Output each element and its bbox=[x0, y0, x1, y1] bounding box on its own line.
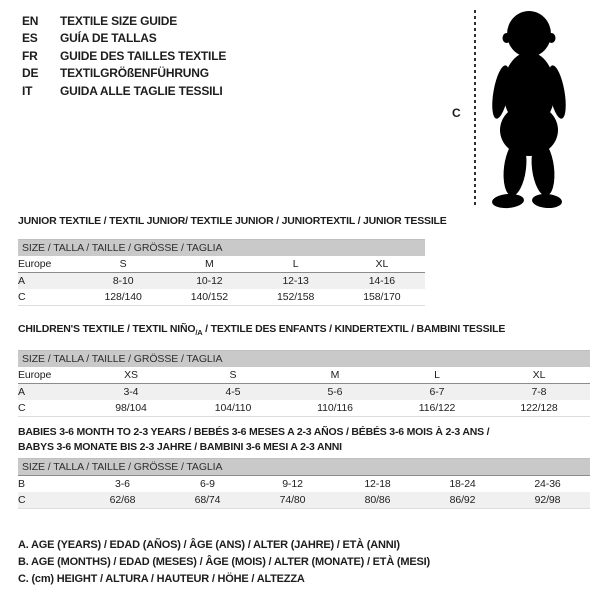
size-value-cell: 92/98 bbox=[505, 492, 590, 509]
size-value-cell: 74/80 bbox=[250, 492, 335, 509]
size-header-cell: SIZE / TALLA / TAILLE / GRÖSSE / TAGLIA bbox=[18, 458, 590, 476]
size-value-cell: 3-4 bbox=[80, 383, 182, 400]
lang-title: GUIDA ALLE TAGLIE TESSILI bbox=[60, 83, 223, 98]
children-table-title: CHILDREN'S TEXTILE / TEXTIL NIÑO/A / TEX… bbox=[18, 322, 590, 340]
size-value-cell: S bbox=[80, 256, 167, 273]
footnote-height-cm: C. (cm) HEIGHT / ALTURA / HAUTEUR / HÖHE… bbox=[18, 573, 305, 585]
size-value-cell: 86/92 bbox=[420, 492, 505, 509]
lang-code: EN bbox=[22, 13, 39, 28]
lang-code: FR bbox=[22, 48, 38, 63]
junior-table-title: JUNIOR TEXTILE / TEXTIL JUNIOR/ TEXTILE … bbox=[18, 214, 447, 229]
lang-code: ES bbox=[22, 31, 38, 46]
size-value-cell: 122/128 bbox=[488, 400, 590, 417]
table-title-line: BABYS 3-6 MONATE BIS 2-3 JAHRE / BAMBINI… bbox=[18, 441, 342, 453]
size-value-cell: L bbox=[386, 367, 488, 384]
row-label-cell: C bbox=[18, 492, 80, 509]
children-size-table: SIZE / TALLA / TAILLE / GRÖSSE / TAGLIA E… bbox=[18, 350, 590, 417]
babies-table-title: BABIES 3-6 MONTH TO 2-3 YEARS / BEBÉS 3-… bbox=[18, 425, 590, 455]
lang-title: TEXTILE SIZE GUIDE bbox=[60, 13, 178, 28]
toddler-silhouette-image bbox=[492, 11, 566, 209]
size-value-cell: 10-12 bbox=[166, 272, 253, 289]
row-label-cell: C bbox=[18, 289, 80, 306]
row-label-cell: Europe bbox=[18, 256, 80, 273]
footnote-age-months: B. AGE (MONTHS) / EDAD (MESES) / ÂGE (MO… bbox=[18, 556, 430, 568]
size-value-cell: XL bbox=[338, 256, 425, 273]
size-value-cell: 62/68 bbox=[80, 492, 165, 509]
size-value-cell: M bbox=[284, 367, 386, 384]
size-value-cell: 7-8 bbox=[488, 383, 590, 400]
lang-row-en: EN TEXTILE SIZE GUIDE bbox=[22, 12, 226, 30]
size-value-cell: 6-7 bbox=[386, 383, 488, 400]
size-value-cell: XL bbox=[488, 367, 590, 384]
row-label-cell: C bbox=[18, 400, 80, 417]
lang-row-es: ES GUÍA DE TALLAS bbox=[22, 30, 226, 48]
size-value-cell: 14-16 bbox=[338, 272, 425, 289]
lang-row-de: DE TEXTILGRÖßENFÜHRUNG bbox=[22, 65, 226, 83]
lang-row-it: IT GUIDA ALLE TAGLIE TESSILI bbox=[22, 82, 226, 100]
table-title-line: BABIES 3-6 MONTH TO 2-3 YEARS / BEBÉS 3-… bbox=[18, 426, 490, 438]
table-row-a: A 3-4 4-5 5-6 6-7 7-8 bbox=[18, 383, 590, 400]
height-measure-dashed-line bbox=[474, 10, 476, 208]
children-size-table-section: CHILDREN'S TEXTILE / TEXTIL NIÑO/A / TEX… bbox=[18, 322, 590, 417]
size-header-cell: SIZE / TALLA / TAILLE / GRÖSSE / TAGLIA bbox=[18, 350, 590, 367]
lang-row-fr: FR GUIDE DES TAILLES TEXTILE bbox=[22, 47, 226, 65]
size-header-row: SIZE / TALLA / TAILLE / GRÖSSE / TAGLIA bbox=[18, 239, 425, 256]
size-value-cell: 158/170 bbox=[338, 289, 425, 306]
size-value-cell: 116/122 bbox=[386, 400, 488, 417]
size-value-cell: 104/110 bbox=[182, 400, 284, 417]
size-header-row: SIZE / TALLA / TAILLE / GRÖSSE / TAGLIA bbox=[18, 458, 590, 476]
size-value-cell: L bbox=[252, 256, 339, 273]
lang-title: GUÍA DE TALLAS bbox=[60, 31, 157, 46]
table-row-europe: Europe S M L XL bbox=[18, 256, 425, 273]
lang-title: TEXTILGRÖßENFÜHRUNG bbox=[60, 66, 209, 81]
lang-code: DE bbox=[22, 66, 39, 81]
size-value-cell: M bbox=[166, 256, 253, 273]
size-value-cell: 18-24 bbox=[449, 478, 476, 490]
size-value-cell: 8-10 bbox=[80, 272, 167, 289]
table-title-line: CHILDREN'S TEXTILE / TEXTIL NIÑO/A / TEX… bbox=[18, 323, 506, 338]
size-value-cell: S bbox=[182, 367, 284, 384]
babies-size-table: SIZE / TALLA / TAILLE / GRÖSSE / TAGLIA B… bbox=[18, 458, 590, 509]
size-value-cell: 128/140 bbox=[80, 289, 167, 306]
size-value-cell: 5-6 bbox=[284, 383, 386, 400]
lang-title: GUIDE DES TAILLES TEXTILE bbox=[60, 48, 227, 63]
junior-size-table: SIZE / TALLA / TAILLE / GRÖSSE / TAGLIA E… bbox=[18, 239, 425, 306]
table-row-europe: Europe XS S M L XL bbox=[18, 367, 590, 384]
size-header-cell: SIZE / TALLA / TAILLE / GRÖSSE / TAGLIA bbox=[18, 239, 425, 256]
size-value-cell: 6-9 bbox=[200, 478, 215, 490]
table-row-a: A 8-10 10-12 12-13 14-16 bbox=[18, 272, 425, 289]
language-title-list: EN TEXTILE SIZE GUIDE ES GUÍA DE TALLAS … bbox=[22, 12, 226, 100]
row-label-cell: A bbox=[18, 272, 80, 289]
lang-code: IT bbox=[22, 83, 33, 98]
footnote-legend: A. AGE (YEARS) / EDAD (AÑOS) / ÂGE (ANS)… bbox=[18, 537, 430, 588]
table-title-line: JUNIOR TEXTILE / TEXTIL JUNIOR/ TEXTILE … bbox=[18, 215, 447, 227]
junior-size-table-section: JUNIOR TEXTILE / TEXTIL JUNIOR/ TEXTILE … bbox=[18, 214, 447, 306]
row-label-cell: B bbox=[18, 478, 25, 490]
table-row-b: B 3-6 6-9 9-12 12-18 18-24 24-36 bbox=[18, 476, 590, 493]
size-value-cell: 24-36 bbox=[534, 478, 561, 490]
row-label-cell: Europe bbox=[18, 367, 80, 384]
size-value-cell: 152/158 bbox=[252, 289, 339, 306]
size-value-cell: 68/74 bbox=[165, 492, 250, 509]
size-value-cell: 12-18 bbox=[364, 478, 391, 490]
table-row-c: C 128/140 140/152 152/158 158/170 bbox=[18, 289, 425, 306]
row-label-cell: A bbox=[18, 383, 80, 400]
size-value-cell: 110/116 bbox=[284, 400, 386, 417]
size-value-cell: 80/86 bbox=[335, 492, 420, 509]
size-value-cell: 4-5 bbox=[182, 383, 284, 400]
footnote-age-years: A. AGE (YEARS) / EDAD (AÑOS) / ÂGE (ANS)… bbox=[18, 539, 400, 551]
size-value-cell: XS bbox=[80, 367, 182, 384]
table-row-c: C 62/68 68/74 74/80 80/86 86/92 92/98 bbox=[18, 492, 590, 509]
size-value-cell: 12-13 bbox=[252, 272, 339, 289]
size-value-cell: 3-6 bbox=[115, 478, 130, 490]
size-value-cell: 98/104 bbox=[80, 400, 182, 417]
size-header-row: SIZE / TALLA / TAILLE / GRÖSSE / TAGLIA bbox=[18, 350, 590, 367]
table-row-c: C 98/104 104/110 110/116 116/122 122/128 bbox=[18, 400, 590, 417]
height-measure-label: C bbox=[452, 106, 461, 120]
size-value-cell: 9-12 bbox=[282, 478, 303, 490]
size-value-cell: 140/152 bbox=[166, 289, 253, 306]
babies-size-table-section: BABIES 3-6 MONTH TO 2-3 YEARS / BEBÉS 3-… bbox=[18, 425, 590, 509]
